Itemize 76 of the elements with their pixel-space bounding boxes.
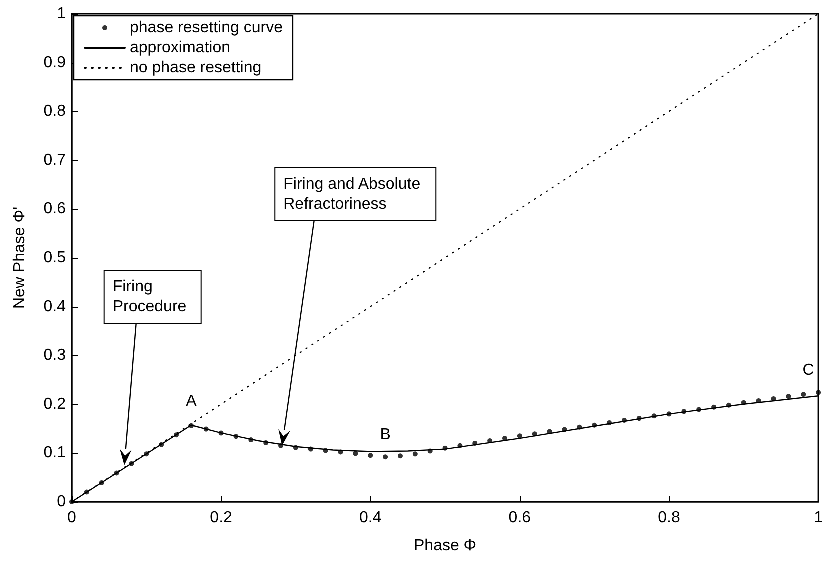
y-tick-label: 0.4 bbox=[44, 298, 66, 316]
point bbox=[442, 446, 448, 451]
point bbox=[622, 418, 627, 424]
point bbox=[114, 470, 120, 476]
point bbox=[652, 414, 657, 419]
point bbox=[636, 416, 642, 422]
point bbox=[204, 426, 209, 432]
x-tick-label: 0 bbox=[68, 510, 77, 526]
legend-label: phase resetting curve bbox=[130, 20, 284, 36]
x-tick-label: 0.8 bbox=[658, 510, 680, 526]
point bbox=[726, 402, 732, 408]
y-tick-label: 0.2 bbox=[44, 396, 66, 413]
point bbox=[577, 424, 582, 430]
annotation: Firing and Absolute Refractoriness bbox=[284, 176, 426, 214]
annotation: B bbox=[380, 426, 391, 444]
y-tick-label: 0.3 bbox=[44, 347, 66, 364]
y-tick-label: 0.6 bbox=[44, 200, 66, 218]
point bbox=[458, 443, 463, 448]
point bbox=[472, 440, 478, 446]
point bbox=[488, 438, 493, 444]
point bbox=[741, 400, 746, 406]
x-tick-label: 0.6 bbox=[508, 510, 532, 526]
point bbox=[786, 394, 792, 400]
y-tick-label: 1 bbox=[57, 6, 66, 22]
point bbox=[696, 407, 702, 412]
y-tick-label: 0.7 bbox=[44, 152, 66, 169]
legend-label: approximation bbox=[130, 40, 230, 56]
point bbox=[174, 432, 180, 438]
annotation: C bbox=[802, 362, 814, 380]
point bbox=[562, 427, 568, 432]
point bbox=[547, 429, 552, 434]
point bbox=[234, 434, 239, 440]
point bbox=[383, 454, 388, 460]
point bbox=[398, 454, 403, 459]
annotation: Firing Procedure bbox=[112, 278, 187, 316]
point bbox=[70, 500, 74, 504]
point bbox=[801, 392, 806, 398]
y-tick-label: 0.8 bbox=[44, 103, 66, 120]
point bbox=[129, 461, 134, 466]
point bbox=[682, 409, 687, 414]
point bbox=[144, 452, 150, 457]
point bbox=[218, 430, 224, 436]
point bbox=[323, 448, 328, 454]
point bbox=[159, 442, 164, 448]
y-tick-label: 0 bbox=[57, 494, 66, 510]
point bbox=[264, 440, 269, 446]
point bbox=[293, 445, 298, 450]
y-tick-label: 0.1 bbox=[44, 444, 66, 462]
point bbox=[368, 453, 374, 458]
point bbox=[592, 422, 598, 428]
x-tick-label: 1 bbox=[814, 510, 824, 526]
x-axis-title: Phase Φ bbox=[414, 538, 477, 554]
point bbox=[756, 398, 762, 404]
y-tick-label: 0.5 bbox=[44, 250, 66, 266]
x-tick-label: 0.4 bbox=[359, 510, 382, 526]
point bbox=[816, 390, 822, 396]
point bbox=[308, 446, 314, 452]
y-axis-title: New Phase Φ' bbox=[12, 206, 28, 310]
point bbox=[353, 451, 358, 456]
point bbox=[99, 480, 104, 486]
point bbox=[607, 420, 612, 426]
point bbox=[428, 448, 433, 454]
annotation: A bbox=[186, 392, 198, 410]
legend-label: no phase resetting bbox=[130, 60, 262, 76]
point bbox=[666, 412, 672, 417]
point bbox=[248, 438, 254, 443]
point bbox=[712, 404, 717, 410]
point bbox=[338, 450, 344, 455]
point bbox=[188, 423, 194, 428]
point bbox=[84, 490, 90, 495]
point bbox=[412, 452, 418, 457]
point bbox=[517, 434, 522, 439]
x-tick-label: 0.2 bbox=[210, 510, 233, 526]
y-tick-label: 0.9 bbox=[44, 54, 66, 72]
point bbox=[278, 443, 284, 448]
point bbox=[532, 432, 538, 437]
